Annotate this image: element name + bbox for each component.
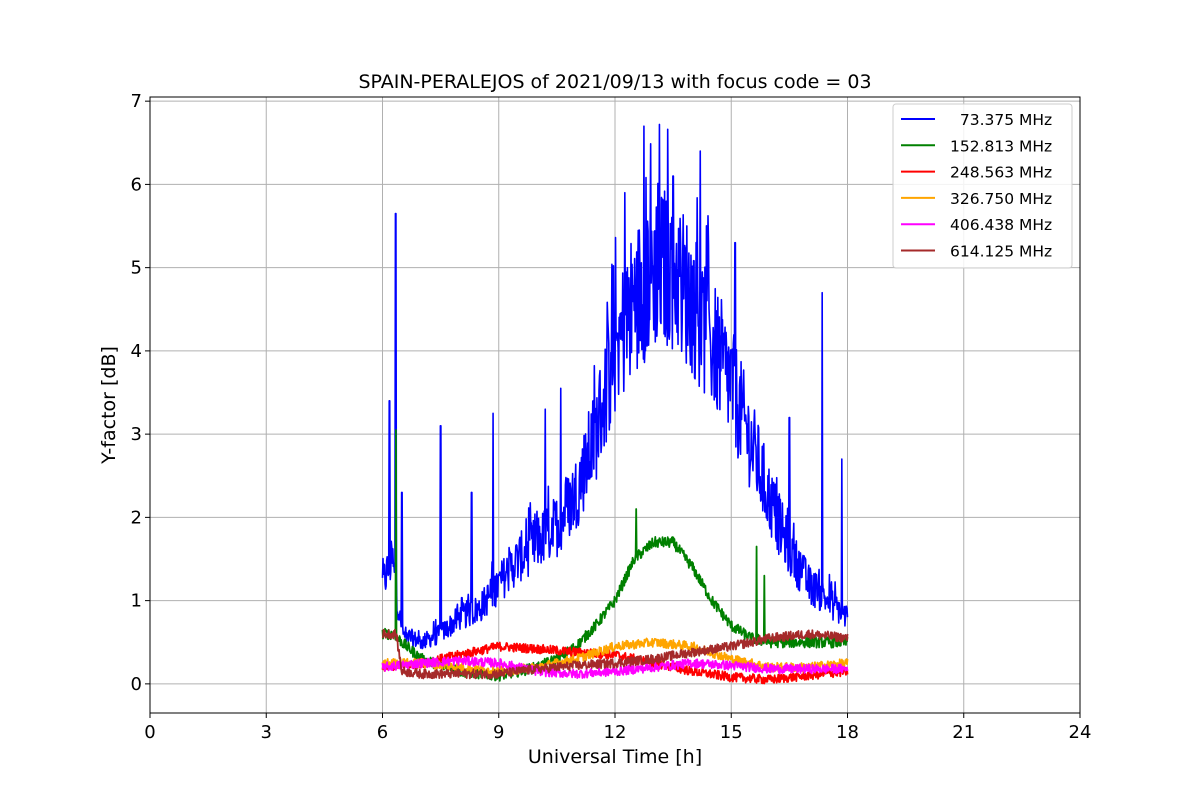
series-line (381, 123, 849, 650)
legend-label: 406.438 MHz (950, 216, 1052, 234)
x-tick-label: 21 (952, 722, 975, 743)
y-tick-label: 3 (131, 424, 142, 445)
y-axis-label: Y-factor [dB] (98, 346, 120, 465)
series-line (381, 655, 849, 680)
x-axis-label: Universal Time [h] (528, 746, 702, 768)
series-line (381, 628, 849, 680)
legend-label: 614.125 MHz (950, 243, 1052, 261)
y-tick-label: 1 (131, 591, 142, 612)
legend-box (892, 103, 1073, 269)
legend-label: 152.813 MHz (950, 137, 1052, 155)
x-tick-label: 9 (493, 722, 504, 743)
legend: 73.375 MHz 152.813 MHz 248.563 MHz 326.750 … (892, 103, 1073, 269)
x-tick-label: 3 (261, 722, 272, 743)
y-tick-label: 2 (131, 507, 142, 528)
legend-label: 73.375 MHz (950, 111, 1052, 129)
y-tick-label: 6 (131, 174, 142, 195)
x-tick-label: 15 (720, 722, 743, 743)
y-tick-label: 5 (131, 258, 142, 279)
legend-label: 326.750 MHz (950, 190, 1052, 208)
x-tick-label: 0 (144, 722, 155, 743)
plot-area (381, 123, 849, 685)
x-tick-label: 12 (604, 722, 627, 743)
x-tick-label: 24 (1069, 722, 1092, 743)
chart-title: SPAIN-PERALEJOS of 2021/09/13 with focus… (358, 71, 871, 93)
x-tick-label: 6 (377, 722, 388, 743)
y-tick-label: 0 (131, 674, 142, 695)
x-tick-label: 18 (836, 722, 859, 743)
y-tick-label: 4 (131, 341, 142, 362)
legend-label: 248.563 MHz (950, 164, 1052, 182)
y-tick-label: 7 (131, 91, 142, 112)
